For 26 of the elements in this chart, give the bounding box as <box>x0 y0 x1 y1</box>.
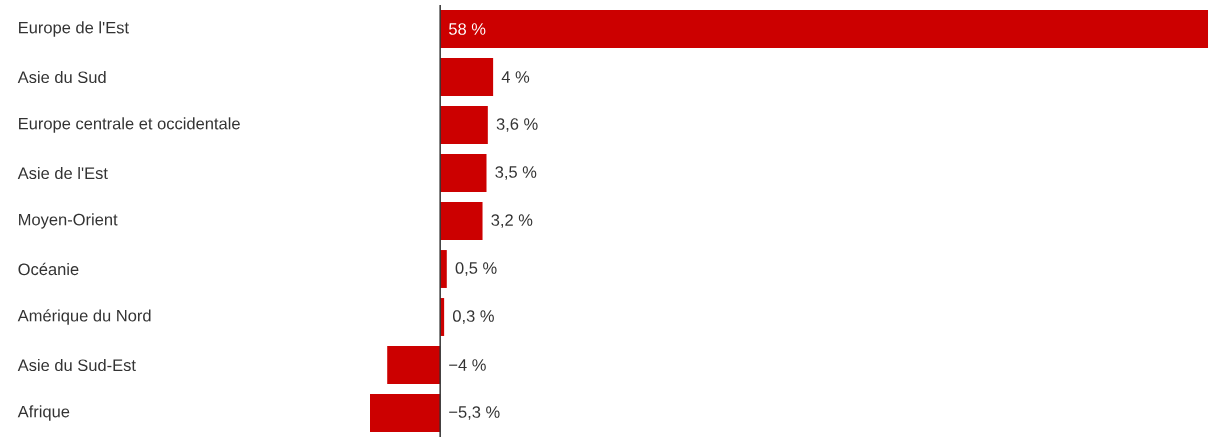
data-label: 4 % <box>501 71 530 83</box>
bar <box>440 202 483 240</box>
bar <box>440 154 487 192</box>
data-label: 3,6 % <box>496 118 538 132</box>
bar <box>440 10 1209 48</box>
y-tick-label: Asie de l'Est <box>17 166 108 180</box>
y-tick-label: Europe de l'Est <box>19 21 129 37</box>
bar <box>440 58 494 96</box>
bar <box>370 394 441 432</box>
y-tick-label: Amérique du Nord <box>17 309 151 325</box>
y-tick-label: Océanie <box>18 262 79 276</box>
bar <box>440 106 488 144</box>
data-label: −5,3 % <box>449 406 500 420</box>
data-label: −4 % <box>449 359 486 371</box>
data-label: 58 % <box>449 23 486 35</box>
y-tick-label: Moyen-Orient <box>19 213 118 229</box>
data-label: 3,5 % <box>495 166 537 180</box>
bar <box>387 346 441 384</box>
y-tick-label: Europe centrale et occidentale <box>19 117 240 133</box>
data-label: 3,2 % <box>491 214 533 228</box>
data-label: 0,3 % <box>452 310 494 324</box>
data-label: 0,5 % <box>455 262 497 276</box>
y-tick-label: Afrique <box>17 405 70 421</box>
bar <box>440 250 447 288</box>
y-tick-label: Asie du Sud-Est <box>17 358 136 372</box>
y-tick-label: Asie du Sud <box>17 70 106 84</box>
